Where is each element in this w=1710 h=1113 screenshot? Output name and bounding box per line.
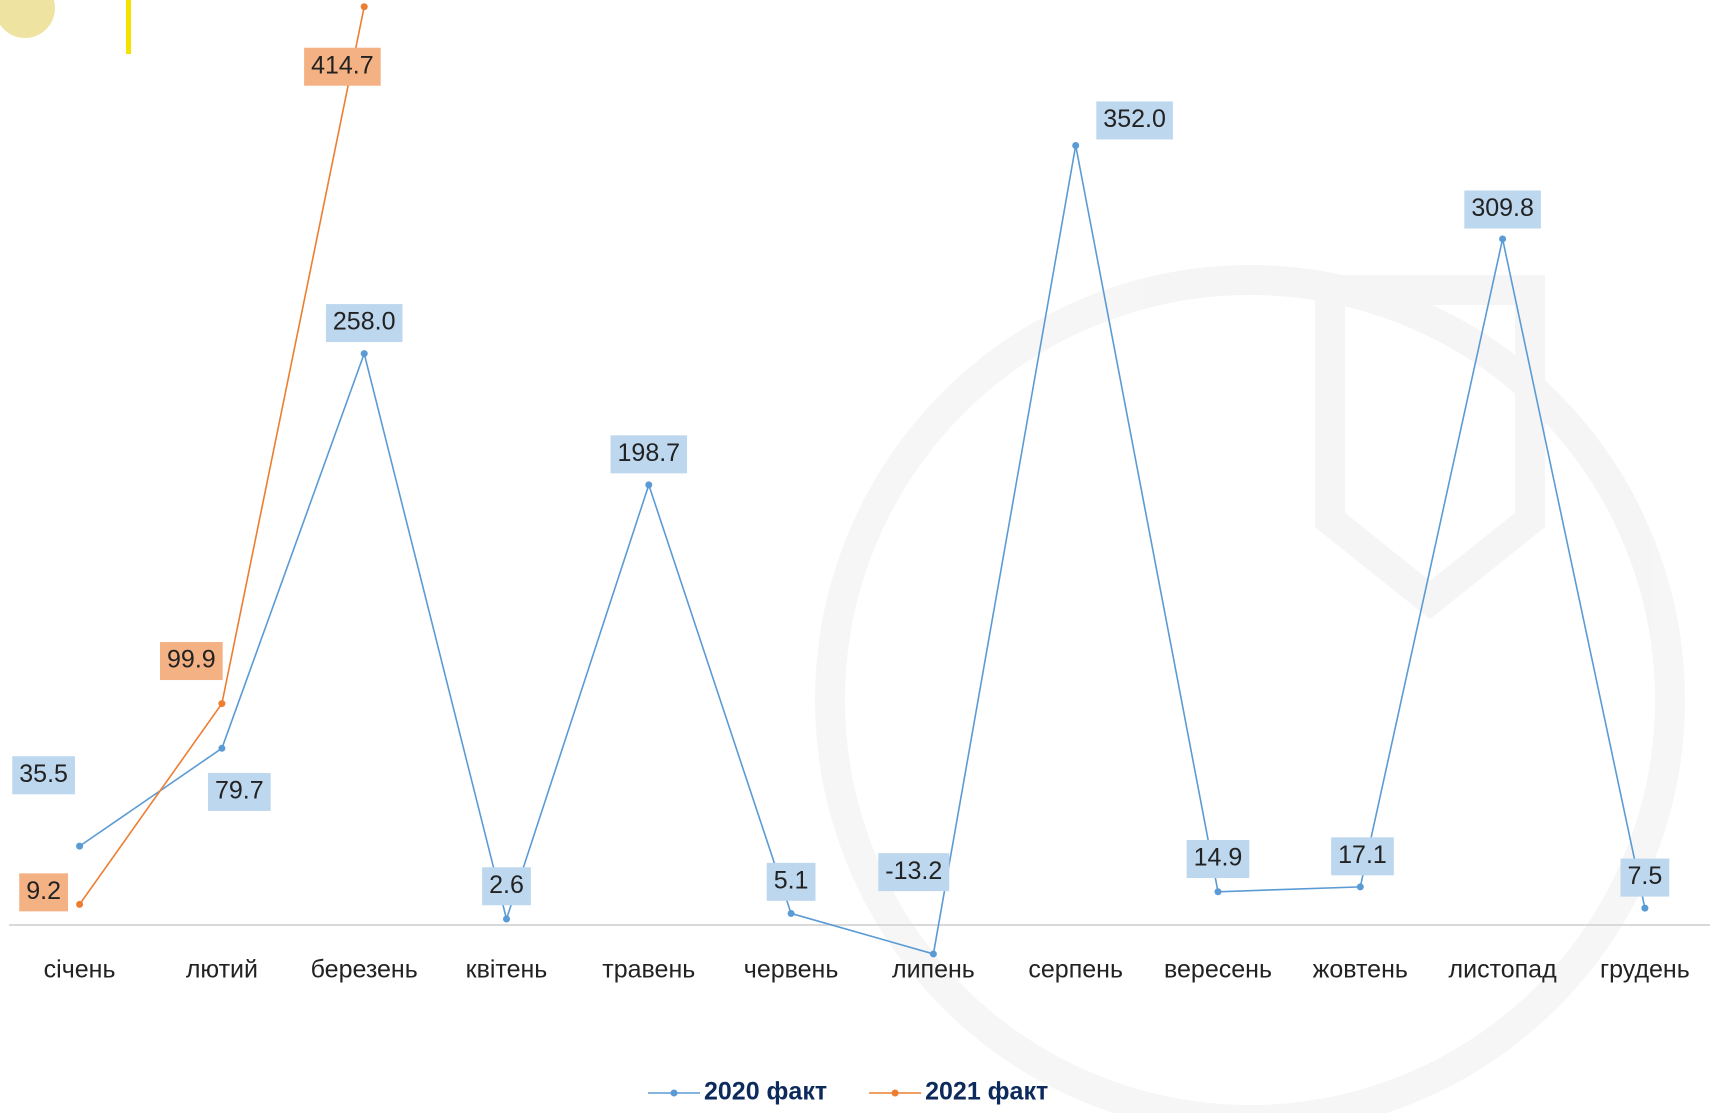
data-label-group: 309.8	[1464, 190, 1541, 228]
legend-label: 2021 факт	[925, 1078, 1048, 1106]
data-label-group: -13.2	[878, 853, 949, 891]
data-label-group: 414.7	[304, 48, 381, 86]
data-label-group: 352.0	[1096, 101, 1173, 139]
data-label: -13.2	[885, 857, 942, 885]
x-tick-label: листопад	[1449, 956, 1558, 984]
x-tick-label: жовтень	[1313, 956, 1408, 984]
data-label: 352.0	[1103, 105, 1166, 133]
data-label: 99.9	[167, 646, 216, 674]
x-tick-label: травень	[602, 956, 695, 984]
data-label-group: 99.9	[160, 642, 223, 680]
x-tick-label: квітень	[466, 956, 548, 984]
legend-marker	[671, 1090, 678, 1097]
chart: січень лютий березень квітень травень червень…	[0, 0, 1710, 1113]
data-label-group: 2.6	[482, 867, 531, 905]
data-label: 17.1	[1338, 841, 1387, 869]
data-label: 414.7	[311, 51, 374, 79]
data-point	[930, 950, 937, 957]
data-point	[645, 481, 652, 488]
data-label: 309.8	[1471, 194, 1534, 222]
data-label: 9.2	[26, 877, 61, 905]
data-label-group: 14.9	[1187, 840, 1250, 878]
x-tick-label: червень	[744, 956, 839, 984]
data-label-group: 5.1	[767, 863, 816, 901]
legend-label: 2020 факт	[704, 1078, 827, 1106]
data-label: 79.7	[215, 777, 264, 805]
data-point	[1641, 905, 1648, 912]
data-point	[218, 745, 225, 752]
data-label-group: 258.0	[326, 304, 403, 342]
logo	[0, 0, 131, 54]
data-point	[1072, 142, 1079, 149]
data-label: 35.5	[19, 760, 68, 788]
data-label: 198.7	[618, 439, 681, 467]
x-tick-label: грудень	[1600, 956, 1690, 984]
data-label: 5.1	[774, 866, 809, 894]
x-tick-label: січень	[44, 956, 116, 984]
legend-marker	[892, 1090, 899, 1097]
data-label-group: 9.2	[19, 873, 68, 911]
x-tick-label: березень	[311, 956, 418, 984]
data-point	[76, 901, 83, 908]
data-point	[503, 915, 510, 922]
data-label-group: 17.1	[1331, 837, 1394, 875]
data-label: 258.0	[333, 308, 396, 336]
x-tick-label: серпень	[1028, 956, 1123, 984]
data-label-group: 198.7	[611, 435, 688, 473]
data-point	[361, 350, 368, 357]
logo-emblem	[0, 0, 55, 38]
data-point	[788, 910, 795, 917]
data-label: 7.5	[1628, 862, 1663, 890]
data-point	[1357, 883, 1364, 890]
data-label-group: 79.7	[208, 773, 271, 811]
data-point	[1215, 888, 1222, 895]
data-point	[361, 3, 368, 10]
x-tick-label: липень	[892, 956, 975, 984]
series-line	[80, 7, 365, 905]
data-label-group: 7.5	[1621, 859, 1670, 897]
data-point	[1499, 235, 1506, 242]
data-point	[76, 843, 83, 850]
watermark	[830, 280, 1670, 1113]
logo-bar	[126, 0, 131, 54]
data-label-group: 35.5	[12, 756, 75, 794]
data-label: 14.9	[1194, 844, 1243, 872]
data-label: 2.6	[489, 871, 524, 899]
x-tick-label: вересень	[1164, 956, 1272, 984]
data-point	[218, 700, 225, 707]
x-tick-label: лютий	[186, 956, 258, 984]
